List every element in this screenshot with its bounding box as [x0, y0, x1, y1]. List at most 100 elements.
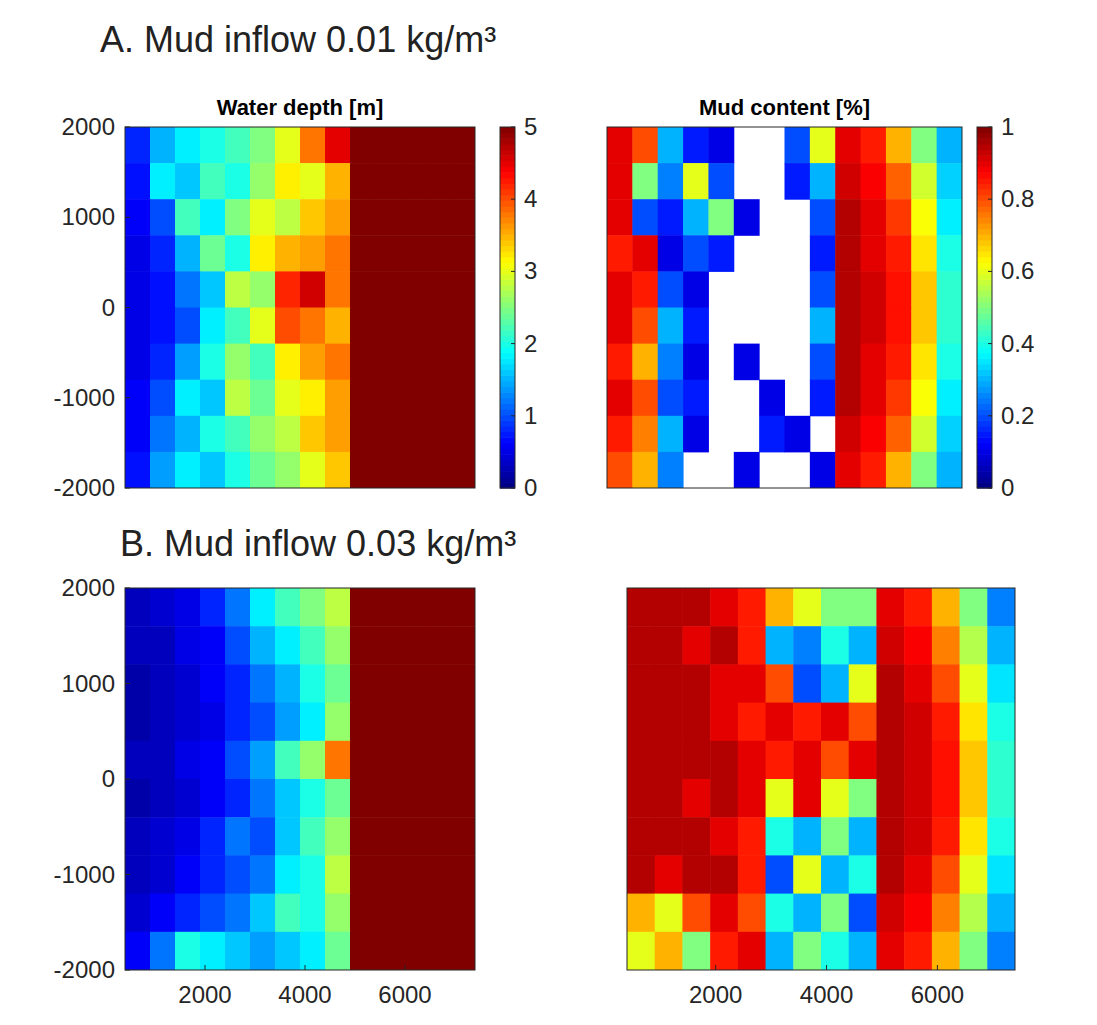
cell [710, 817, 738, 856]
y-tick [125, 127, 130, 128]
cell [904, 703, 932, 742]
cell [225, 235, 251, 272]
cell [904, 588, 932, 627]
cell [835, 271, 861, 308]
cell [325, 452, 351, 488]
cell [425, 163, 451, 200]
cell [627, 817, 655, 856]
cell [911, 344, 937, 381]
cell [849, 741, 877, 780]
colorbar-swatch [500, 172, 515, 178]
cell [810, 380, 836, 417]
cell [275, 271, 301, 308]
colorbar-swatch [500, 234, 515, 240]
cell [607, 344, 633, 381]
cell [766, 626, 794, 665]
colorbar-swatch [977, 347, 992, 353]
cell [275, 894, 301, 933]
colorbar-swatch [500, 183, 515, 189]
cell [275, 163, 301, 200]
cell [325, 855, 351, 894]
colorbar-swatch [977, 245, 992, 251]
colorbar-swatch [977, 133, 992, 139]
colorbar-tick [511, 488, 515, 489]
cell [325, 416, 351, 453]
cell [150, 894, 176, 933]
cell [450, 380, 475, 417]
cell [738, 855, 766, 894]
cell [125, 626, 151, 665]
cell [200, 344, 226, 381]
cell [300, 416, 326, 453]
cell [658, 344, 684, 381]
cell [200, 817, 226, 856]
colorbar-swatch [977, 223, 992, 229]
plot-background [607, 127, 962, 488]
cell [375, 416, 401, 453]
cell [904, 817, 932, 856]
colorbar-tick-label: 5 [524, 113, 537, 140]
cell [150, 741, 176, 780]
colorbar-swatch [500, 133, 515, 139]
cell [150, 271, 176, 308]
y-tick-label: 2000 [62, 574, 115, 601]
cell [450, 344, 475, 381]
cell [375, 308, 401, 345]
colorbar-swatch [977, 144, 992, 150]
cell [655, 779, 683, 818]
colorbar-tick-label: 2 [524, 330, 537, 357]
colorbar-swatch [500, 268, 515, 274]
colorbar-swatch [977, 195, 992, 201]
colorbar-swatch [500, 330, 515, 336]
colorbar-swatch [500, 166, 515, 172]
cell [658, 308, 684, 345]
cell [400, 308, 426, 345]
cell [375, 163, 401, 200]
colorbar-swatch [977, 150, 992, 156]
cell [200, 235, 226, 272]
cell [425, 416, 451, 453]
cell [375, 344, 401, 381]
cell [250, 344, 276, 381]
cell [450, 199, 475, 236]
cell [325, 817, 351, 856]
cell [932, 703, 960, 742]
colorbar-swatch [977, 330, 992, 336]
colorbar-swatch [977, 313, 992, 319]
cell [849, 817, 877, 856]
cell [175, 199, 201, 236]
cell [300, 380, 326, 417]
cell [250, 932, 276, 970]
cell [766, 932, 794, 970]
panel: Mud content [%]00.20.40.60.81 [607, 95, 1034, 501]
colorbar-swatch [977, 268, 992, 274]
cell [849, 588, 877, 627]
colorbar-swatch [500, 155, 515, 161]
cell [821, 932, 849, 970]
cell [325, 894, 351, 933]
cell [350, 855, 376, 894]
cell [658, 380, 684, 417]
colorbar-swatch [977, 161, 992, 167]
y-tick [125, 874, 130, 875]
cell [175, 416, 201, 453]
y-tick [125, 779, 130, 780]
cell [225, 894, 251, 933]
cell [150, 416, 176, 453]
cell [835, 127, 861, 164]
cell [325, 235, 351, 272]
colorbar-swatch [500, 206, 515, 212]
colorbar-swatch [977, 477, 992, 483]
cell [876, 932, 904, 970]
figure: A. Mud inflow 0.01 kg/m³Water depth [m]-… [0, 0, 1097, 1025]
colorbar-swatch [500, 409, 515, 415]
cell [425, 127, 451, 164]
cell [607, 199, 633, 236]
cell [250, 127, 276, 164]
colorbar-swatch [977, 251, 992, 257]
colorbar-swatch [500, 432, 515, 438]
cell [876, 588, 904, 627]
cell [886, 163, 912, 200]
cell [821, 741, 849, 780]
cell [450, 626, 475, 665]
